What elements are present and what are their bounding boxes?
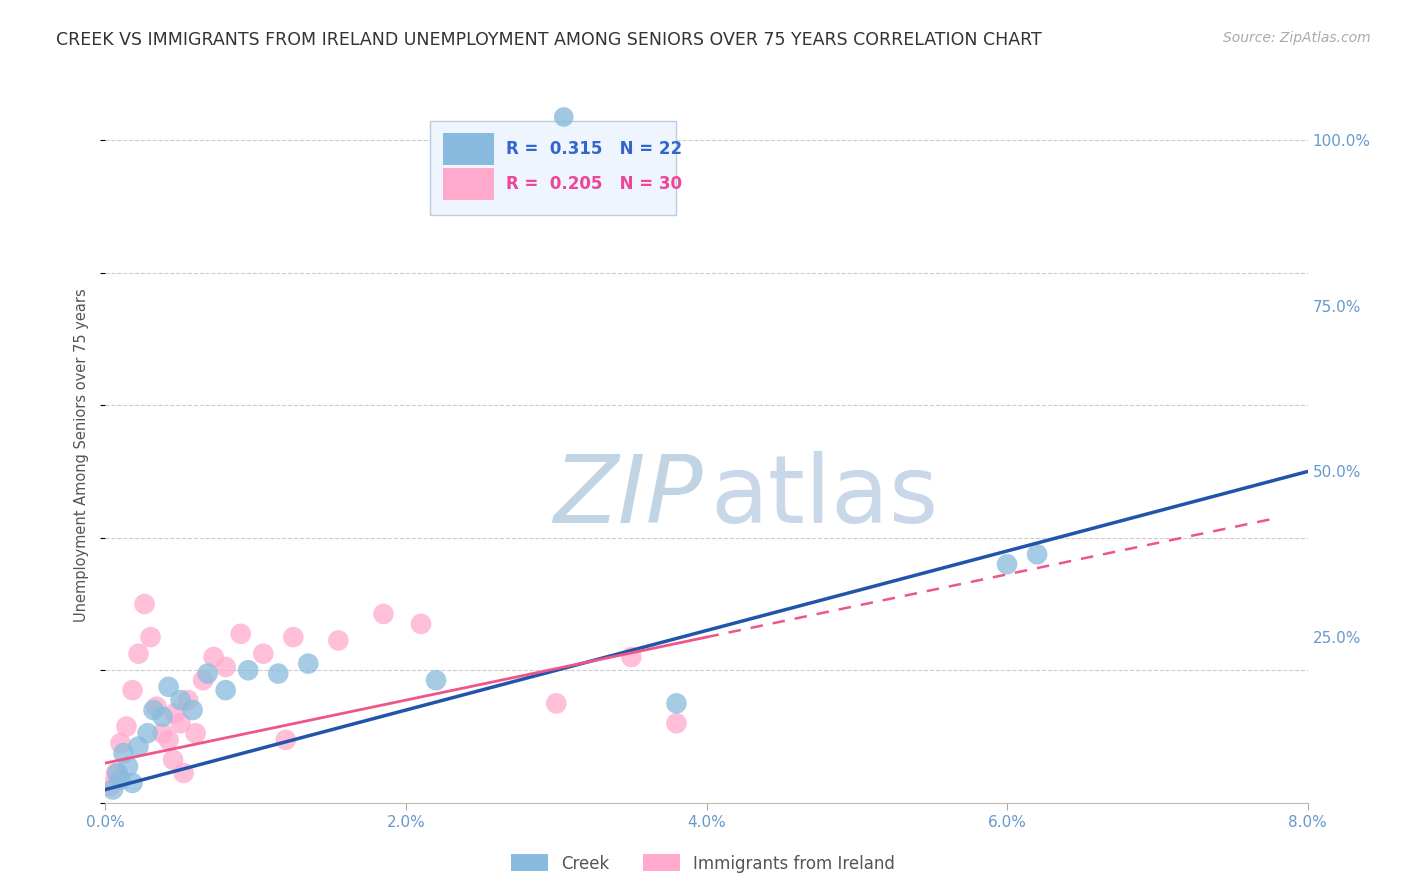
Point [152,726,174,740]
Point [546,697,568,711]
Point [169,693,191,707]
Text: ZIP: ZIP [554,451,703,542]
Point [104,766,127,780]
Point [101,782,124,797]
Point [252,647,274,661]
Text: atlas: atlas [710,450,938,542]
FancyBboxPatch shape [443,133,494,165]
Point [115,720,138,734]
Point [620,650,643,665]
Point [274,732,297,747]
Point [136,726,159,740]
Y-axis label: Unemployment Among Seniors over 75 years: Unemployment Among Seniors over 75 years [75,288,90,622]
Point [110,736,132,750]
Point [110,772,132,787]
Point [173,766,195,780]
Point [117,759,139,773]
Point [162,753,184,767]
Point [373,607,395,621]
Point [283,630,305,644]
Point [267,666,290,681]
Point [121,776,143,790]
Point [1026,547,1049,561]
FancyBboxPatch shape [430,121,676,215]
Point [425,673,447,688]
Point [297,657,319,671]
Point [665,697,688,711]
Point [107,766,129,780]
Text: R =  0.205   N = 30: R = 0.205 N = 30 [506,175,682,193]
Point [177,693,200,707]
Point [157,680,180,694]
Point [134,597,156,611]
Point [184,726,207,740]
Point [202,650,225,665]
Point [128,647,150,661]
Point [152,709,174,723]
Point [145,699,167,714]
Point [665,716,688,731]
Point [169,716,191,731]
Point [128,739,150,754]
Point [214,683,236,698]
Point [112,746,135,760]
Point [142,703,165,717]
Text: R =  0.315   N = 22: R = 0.315 N = 22 [506,140,682,158]
Point [191,673,214,688]
Point [139,630,162,644]
Text: CREEK VS IMMIGRANTS FROM IRELAND UNEMPLOYMENT AMONG SENIORS OVER 75 YEARS CORREL: CREEK VS IMMIGRANTS FROM IRELAND UNEMPLO… [56,31,1042,49]
Point [197,666,219,681]
Point [181,703,204,717]
Point [995,558,1018,572]
Point [98,779,121,793]
Point [238,663,260,677]
FancyBboxPatch shape [443,168,494,200]
Point [214,660,236,674]
Point [157,732,180,747]
Legend: Creek, Immigrants from Ireland: Creek, Immigrants from Ireland [505,847,901,880]
Point [163,706,186,721]
Point [229,627,252,641]
Point [409,616,432,631]
Point [328,633,350,648]
Text: Source: ZipAtlas.com: Source: ZipAtlas.com [1223,31,1371,45]
Point [553,110,575,124]
Point [121,683,143,698]
